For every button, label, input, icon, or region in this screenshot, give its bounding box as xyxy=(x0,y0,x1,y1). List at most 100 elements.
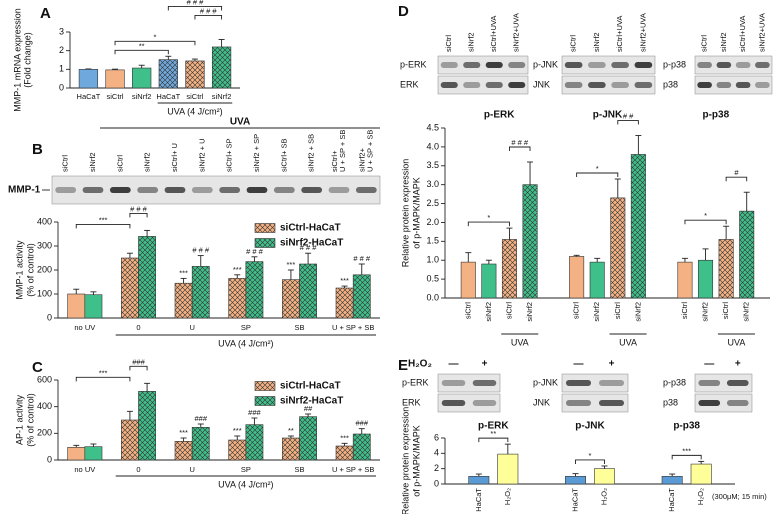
lane-label: siNrf2 xyxy=(719,32,728,52)
legend-swatch xyxy=(254,223,276,233)
y-tick-label: 2 xyxy=(59,45,64,55)
blot-band xyxy=(697,62,712,68)
bar xyxy=(468,476,490,485)
blot-band xyxy=(109,187,131,193)
y-tick-label: 6 xyxy=(434,432,439,442)
blot-band xyxy=(588,82,606,88)
lane-label: siNrf2 + SP xyxy=(252,134,261,172)
blot-band xyxy=(598,400,625,406)
lane-label: siCtrl+ SP xyxy=(225,138,234,172)
group-title: p-ERK xyxy=(484,110,515,121)
sig-label: ### xyxy=(194,414,207,423)
blot-band xyxy=(634,82,653,88)
lane-label: siCtrl xyxy=(569,35,578,52)
blot-row-label: p-p38 xyxy=(663,59,686,69)
x-tick-label: SB xyxy=(294,323,304,332)
blot-row-label: ERK xyxy=(402,397,421,407)
group-title: p-p38 xyxy=(673,421,700,432)
blot-image xyxy=(694,75,773,95)
y-tick-label: 0.0 xyxy=(426,292,439,302)
x-tick-label: SP xyxy=(241,465,251,474)
bar xyxy=(174,441,193,461)
lane-label: — xyxy=(574,359,584,370)
x-tick-label: siNrf2 xyxy=(633,302,642,322)
blot-band xyxy=(191,187,213,193)
blot-image xyxy=(561,75,656,95)
blot-band xyxy=(301,187,323,193)
blot-band xyxy=(564,62,583,68)
bar xyxy=(132,67,152,89)
x-tick-label: no UV xyxy=(74,465,95,474)
sig-label: ### xyxy=(355,419,368,428)
x-tick-label: no UV xyxy=(74,323,95,332)
bar xyxy=(497,453,519,485)
sig-label: *** xyxy=(340,276,349,285)
blot-image xyxy=(437,393,501,413)
bar xyxy=(282,437,300,461)
blot-band xyxy=(611,62,629,68)
sig-label: ** xyxy=(288,426,294,435)
bar xyxy=(481,263,497,299)
y-tick-label: 0 xyxy=(47,312,52,322)
sig-bracket xyxy=(617,120,639,125)
x-tick-label: HaCaT xyxy=(77,92,101,101)
blot-row-label: p38 xyxy=(663,397,678,407)
x-tick-label: siCtrl xyxy=(186,92,203,101)
note: (300μM; 15 min) xyxy=(712,492,767,501)
blot-image xyxy=(694,393,753,413)
lane-label: siNrf2 + U xyxy=(197,138,206,172)
panel-letter: A xyxy=(40,5,51,22)
span-label: UVA xyxy=(511,337,529,347)
blot-band xyxy=(441,380,466,386)
bar xyxy=(245,424,264,461)
bar xyxy=(299,263,317,319)
sig-bracket xyxy=(684,219,727,225)
bar xyxy=(67,293,86,319)
blot-band xyxy=(219,187,241,193)
blot-band xyxy=(698,380,721,386)
bar xyxy=(460,261,476,299)
sig-label: *** xyxy=(179,428,188,437)
sig-bracket xyxy=(478,437,509,443)
y-axis-label: MMP-1 activity xyxy=(14,240,24,300)
bar xyxy=(299,416,317,461)
blot-band xyxy=(755,82,770,88)
sig-label: # xyxy=(734,168,739,177)
blot-row-label: MMP-1 xyxy=(8,185,41,196)
sig-label: ### xyxy=(248,408,261,417)
sig-bracket xyxy=(575,459,605,464)
bar xyxy=(78,69,99,89)
x-tick-label: H₂O₂ xyxy=(599,488,608,505)
sig-label: ** xyxy=(139,41,145,50)
blot-band xyxy=(726,380,749,386)
group-title: p-ERK xyxy=(478,421,509,432)
sig-label: *** xyxy=(682,446,691,455)
y-axis-label: of p-MAPK/MAPK xyxy=(411,177,421,249)
group-title: p-p38 xyxy=(702,110,729,121)
y-axis-label: Relative protein expression xyxy=(400,407,410,514)
y-tick-label: 200 xyxy=(37,264,52,274)
lane-label: U + SP + SB xyxy=(365,130,374,172)
blot-band xyxy=(472,400,497,406)
blot-band xyxy=(588,62,606,68)
bar xyxy=(352,274,371,319)
sig-label: *** xyxy=(99,368,108,377)
bar xyxy=(282,279,300,319)
lane-label: siNrf2+UVA xyxy=(638,13,647,52)
sig-label: *** xyxy=(340,433,349,442)
span-label: UVA (4 J/cm²) xyxy=(167,106,222,116)
x-tick-label: siCtrl xyxy=(107,92,124,101)
y-tick-label: 1 xyxy=(59,64,64,74)
bar xyxy=(228,439,247,461)
group-title: p-JNK xyxy=(575,421,605,432)
bar xyxy=(594,468,615,485)
x-tick-label: 0 xyxy=(136,323,140,332)
legend-label: siNrf2-HaCaT xyxy=(280,238,343,249)
sig-label: # # xyxy=(623,112,634,121)
sig-bracket xyxy=(75,223,131,229)
blot-band xyxy=(82,187,104,193)
bar xyxy=(84,294,103,319)
span-label: UVA (4 J/cm²) xyxy=(218,479,273,489)
sig-bracket xyxy=(509,146,531,151)
sig-label: *** xyxy=(179,268,188,277)
